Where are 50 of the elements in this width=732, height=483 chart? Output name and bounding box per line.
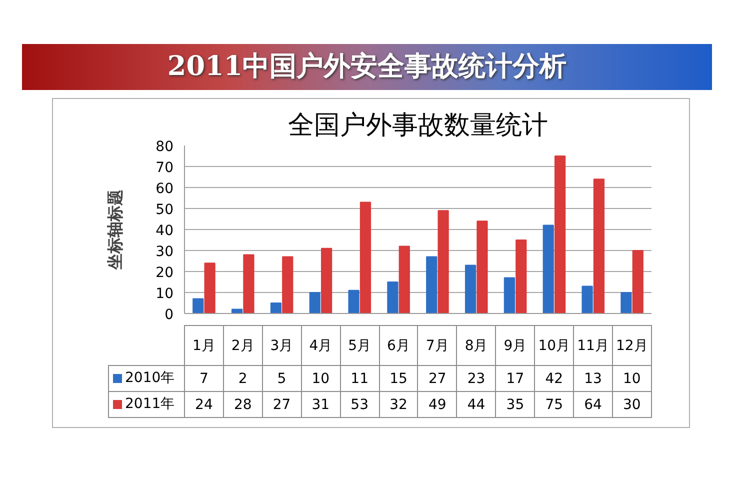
data-label: 2 [223, 366, 262, 392]
y-tick-label: 0 [164, 307, 174, 323]
data-label: 31 [301, 392, 340, 418]
x-tick-label: 10月 [534, 326, 574, 366]
y-tick-label: 20 [156, 265, 174, 281]
data-label: 75 [534, 392, 574, 418]
x-tick-label: 12月 [612, 326, 652, 366]
x-tick-label: 6月 [379, 326, 418, 366]
data-label: 24 [184, 392, 224, 418]
y-axis-title: 坐标轴标题 [106, 190, 125, 270]
x-tick-label: 8月 [456, 326, 496, 366]
x-tick-label: 1月 [184, 326, 224, 366]
data-label: 28 [223, 392, 262, 418]
y-tick-label: 30 [156, 244, 174, 260]
chart-subtitle: 全国户外事故数量统计 [288, 110, 548, 140]
data-label: 11 [340, 366, 380, 392]
data-label: 13 [574, 366, 612, 392]
chart-title: 2011中国户外安全事故统计分析 [22, 44, 712, 90]
data-label: 10 [301, 366, 340, 392]
data-label: 64 [574, 392, 612, 418]
x-tick-label: 11月 [574, 326, 612, 366]
data-label: 44 [456, 392, 496, 418]
data-label: 10 [612, 366, 652, 392]
y-tick-label: 50 [156, 202, 174, 218]
data-label: 49 [418, 392, 457, 418]
y-tick-label: 10 [156, 286, 174, 302]
y-tick-label: 40 [156, 223, 174, 239]
x-tick-label: 5月 [340, 326, 380, 366]
data-label: 27 [418, 366, 457, 392]
x-tick-label: 4月 [301, 326, 340, 366]
x-tick-label: 3月 [262, 326, 302, 366]
data-label: 32 [379, 392, 418, 418]
x-tick-label: 2月 [223, 326, 262, 366]
data-label: 53 [340, 392, 380, 418]
data-label: 5 [262, 366, 302, 392]
x-tick-label: 7月 [418, 326, 457, 366]
x-tick-label: 9月 [496, 326, 535, 366]
data-label: 23 [456, 366, 496, 392]
y-tick-label: 70 [156, 160, 174, 176]
data-label: 7 [184, 366, 224, 392]
data-label: 30 [612, 392, 652, 418]
data-label: 42 [534, 366, 574, 392]
y-tick-label: 60 [156, 181, 174, 197]
legend-label: 2010年 [125, 370, 175, 387]
legend-label: 2011年 [125, 396, 175, 413]
data-label: 17 [496, 366, 535, 392]
data-label: 35 [496, 392, 535, 418]
data-label: 27 [262, 392, 302, 418]
data-label: 15 [379, 366, 418, 392]
y-tick-label: 80 [156, 139, 174, 155]
